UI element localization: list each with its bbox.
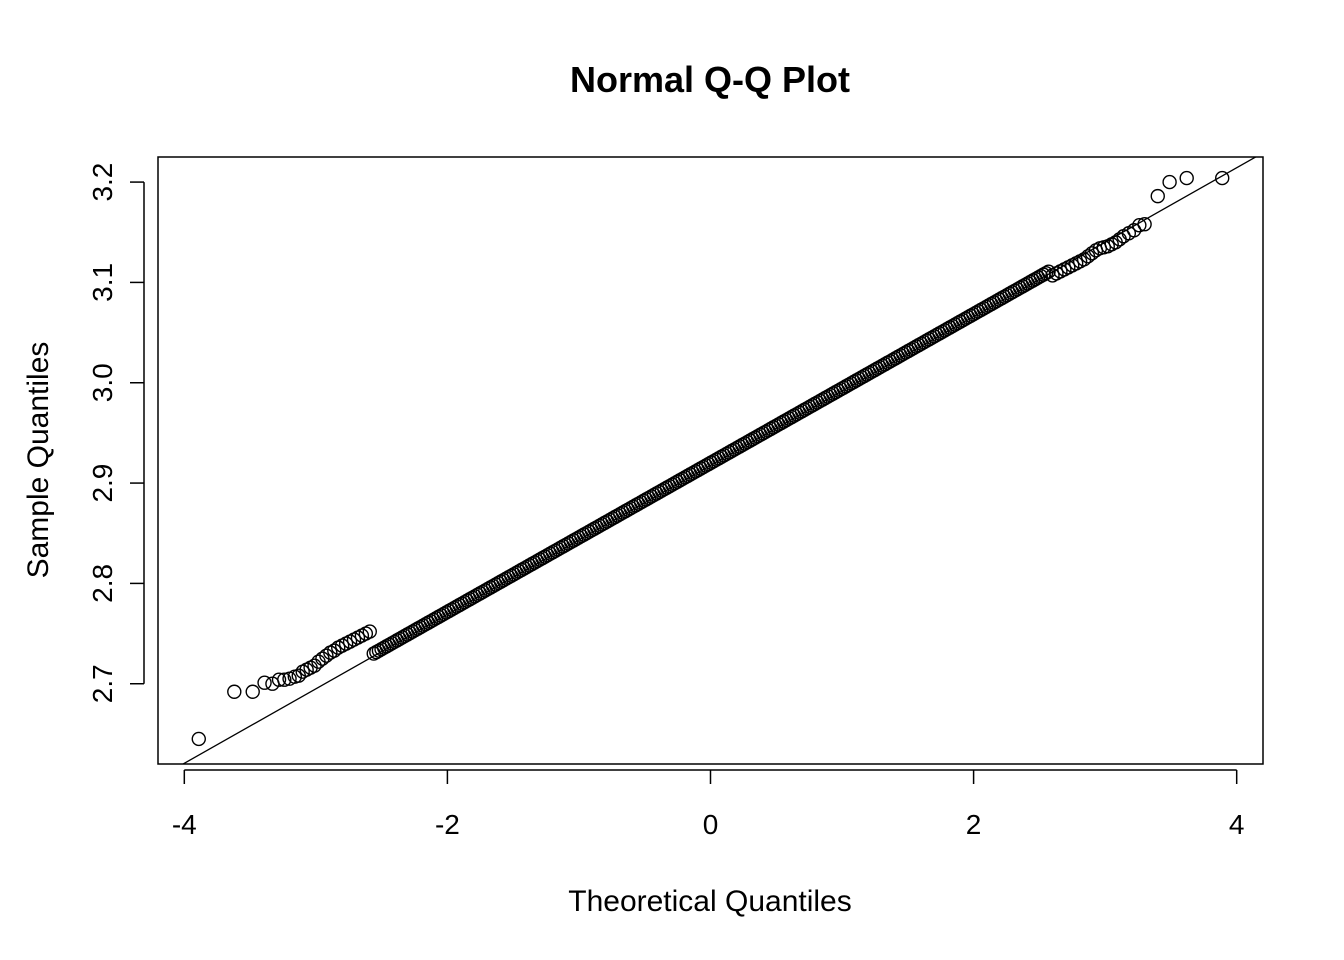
data-point [1041, 264, 1056, 279]
x-tick-label: -2 [435, 809, 460, 840]
data-point [1215, 170, 1230, 186]
x-tick-label: 0 [703, 809, 719, 840]
y-tick-label: 2.9 [87, 464, 118, 503]
data-point [191, 731, 206, 747]
data-point [327, 643, 342, 658]
y-tick-label: 3.0 [87, 363, 118, 402]
y-tick-label: 3.2 [87, 163, 118, 202]
x-tick-label: 2 [966, 809, 982, 840]
data-point [1112, 232, 1127, 247]
y-tick-label: 2.8 [87, 564, 118, 603]
x-axis: -4 -2 0 2 4 [172, 769, 1245, 840]
x-tick-label: -4 [172, 809, 197, 840]
data-point [1080, 249, 1096, 264]
data-point [1132, 218, 1147, 233]
data-point [1150, 188, 1165, 204]
data-point [319, 648, 334, 663]
x-tick-label: 4 [1229, 809, 1245, 840]
y-axis-label: Sample Quantiles [22, 342, 55, 579]
data-point [271, 672, 287, 687]
data-point [1137, 217, 1152, 232]
data-point [245, 684, 260, 699]
data-point [362, 624, 377, 639]
data-point [1162, 174, 1177, 190]
chart-title: Normal Q-Q Plot [570, 59, 850, 100]
plot-frame [157, 156, 1264, 765]
data-point [257, 675, 272, 690]
data-point [1045, 268, 1060, 283]
data-point [227, 684, 242, 699]
y-tick-label: 3.1 [87, 263, 118, 302]
x-axis-label: Theoretical Quantiles [568, 885, 851, 918]
y-tick-label: 2.7 [87, 664, 118, 703]
data-point [1179, 170, 1194, 186]
points-layer [191, 170, 1230, 747]
data-point [1038, 265, 1054, 281]
y-axis: 2.7 2.8 2.9 3.0 3.1 3.2 [87, 163, 145, 703]
data-point [307, 658, 322, 673]
data-point [277, 672, 292, 687]
